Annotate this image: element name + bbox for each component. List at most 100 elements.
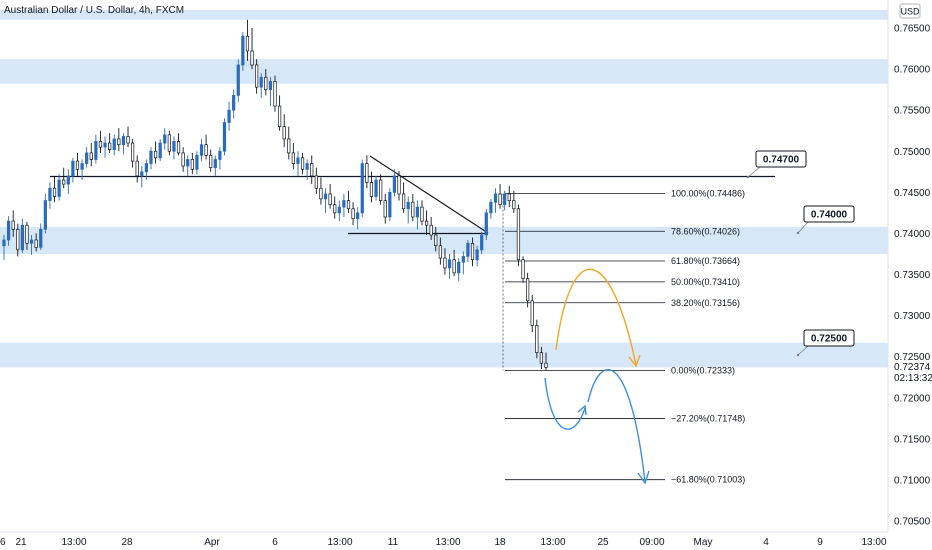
- y-tick-label-9: 0.72000: [894, 393, 931, 404]
- candle-body-112: [516, 208, 521, 261]
- candle-body-63: [291, 152, 295, 164]
- y-tick-label-6: 0.73500: [894, 270, 931, 281]
- tag-label-1: 0.74000: [811, 210, 848, 221]
- candle-body-78: [360, 163, 364, 214]
- fib-label-7: −61.80%(0.71003): [671, 475, 745, 485]
- x-tick-label-14: 9: [817, 537, 823, 548]
- candle-body-45: [209, 155, 213, 169]
- candle-body-59: [273, 81, 277, 107]
- countdown-label: 02:13:32: [894, 373, 932, 384]
- candle-body-115: [530, 300, 534, 326]
- candle-body-10: [48, 187, 52, 201]
- candle-body-15: [71, 160, 75, 177]
- price-axis: 0.76500 0.76000 0.75500 0.75000 0.74500 0.740…: [887, 0, 932, 550]
- candlesticks: [2, 19, 548, 371]
- x-tick-label-12: May: [694, 537, 713, 548]
- candle-body-74: [342, 200, 346, 208]
- candle-body-17: [80, 163, 84, 170]
- candle-body-79: [365, 163, 369, 183]
- candle-body-102: [470, 242, 475, 261]
- candle-body-80: [369, 182, 374, 197]
- candle-body-12: [57, 179, 61, 197]
- x-tick-label-13: 4: [763, 537, 769, 548]
- candle-body-38: [176, 141, 181, 154]
- candle-body-33: [153, 150, 158, 159]
- candle-body-111: [512, 200, 516, 210]
- candle-body-72: [333, 204, 337, 214]
- candle-body-90: [415, 206, 420, 218]
- candle-body-65: [300, 157, 305, 170]
- zone-0: [0, 9, 888, 20]
- candle-body-37: [172, 141, 176, 152]
- candle-body-13: [62, 179, 66, 185]
- candle-body-75: [346, 200, 351, 210]
- candle-body-4: [20, 224, 24, 251]
- candle-body-26: [121, 136, 126, 146]
- candle-body-7: [34, 239, 38, 248]
- triangle-top-line: [369, 155, 489, 234]
- candle-body-29: [135, 160, 139, 177]
- currency-label: USD: [900, 7, 920, 17]
- candle-body-85: [392, 175, 397, 193]
- price-tags: 0.74700 0.74000 0.72500: [746, 150, 855, 357]
- candle-body-103: [475, 249, 479, 261]
- candle-body-117: [539, 352, 544, 364]
- x-tick-label-6: 11: [388, 537, 399, 548]
- zone-3: [0, 342, 888, 368]
- y-tick-label-0: 0.76500: [894, 24, 931, 35]
- fib-label-3: 50.00%(0.73410): [671, 277, 740, 287]
- candle-body-44: [204, 144, 208, 156]
- candle-body-104: [480, 234, 484, 251]
- candle-body-9: [43, 200, 47, 230]
- candle-body-32: [149, 150, 153, 164]
- candle-body-25: [117, 138, 121, 146]
- candle-body-0: [2, 239, 6, 247]
- x-tick-label-2: 28: [121, 537, 133, 548]
- candle-body-107: [493, 193, 498, 203]
- projection-arrows: [544, 268, 650, 485]
- candle-body-35: [163, 134, 167, 144]
- candle-body-8: [39, 228, 43, 248]
- tag-box-2: [803, 329, 855, 347]
- candle-body-55: [255, 64, 259, 88]
- candle-body-18: [85, 152, 89, 164]
- y-tick-label-10: 0.71500: [894, 434, 931, 445]
- candle-body-70: [323, 193, 328, 200]
- x-tick-label-7: 13:00: [435, 537, 460, 548]
- candle-body-82: [379, 179, 383, 201]
- tag-anchor-2: [796, 353, 800, 357]
- candle-body-14: [66, 175, 70, 185]
- candle-body-1: [6, 220, 11, 241]
- chart-title: Australian Dollar / U.S. Dollar, 4h, FXC…: [4, 5, 184, 16]
- candle-body-53: [245, 35, 250, 52]
- tag-box-1: [803, 205, 855, 223]
- x-tick-label-9: 13:00: [540, 537, 565, 548]
- candle-body-116: [535, 325, 539, 353]
- candle-body-56: [259, 76, 263, 88]
- candle-body-41: [190, 159, 194, 170]
- candle-body-43: [199, 144, 204, 156]
- candle-body-6: [29, 239, 34, 244]
- candle-body-27: [126, 136, 130, 144]
- candle-body-36: [167, 134, 171, 152]
- blue-projection-arc: [587, 368, 646, 483]
- candle-body-100: [461, 256, 465, 263]
- tag-box-0: [755, 150, 807, 168]
- candle-body-76: [351, 208, 355, 219]
- candle-body-84: [388, 191, 392, 218]
- candle-body-64: [296, 157, 300, 164]
- drawn-trend-lines: [50, 155, 775, 235]
- tag-connector-0: [747, 166, 761, 178]
- tag-anchor-1: [796, 231, 800, 235]
- candle-body-48: [222, 122, 227, 152]
- candle-body-97: [447, 259, 452, 269]
- candle-body-57: [264, 76, 268, 90]
- candle-body-114: [526, 278, 530, 302]
- y-tick-label-3: 0.75000: [894, 147, 931, 158]
- x-tick-label-4: 6: [272, 537, 278, 548]
- y-tick-label-5: 0.74000: [894, 229, 931, 240]
- candle-body-47: [218, 150, 222, 160]
- currency-box[interactable]: [899, 3, 921, 19]
- candle-body-94: [434, 234, 438, 247]
